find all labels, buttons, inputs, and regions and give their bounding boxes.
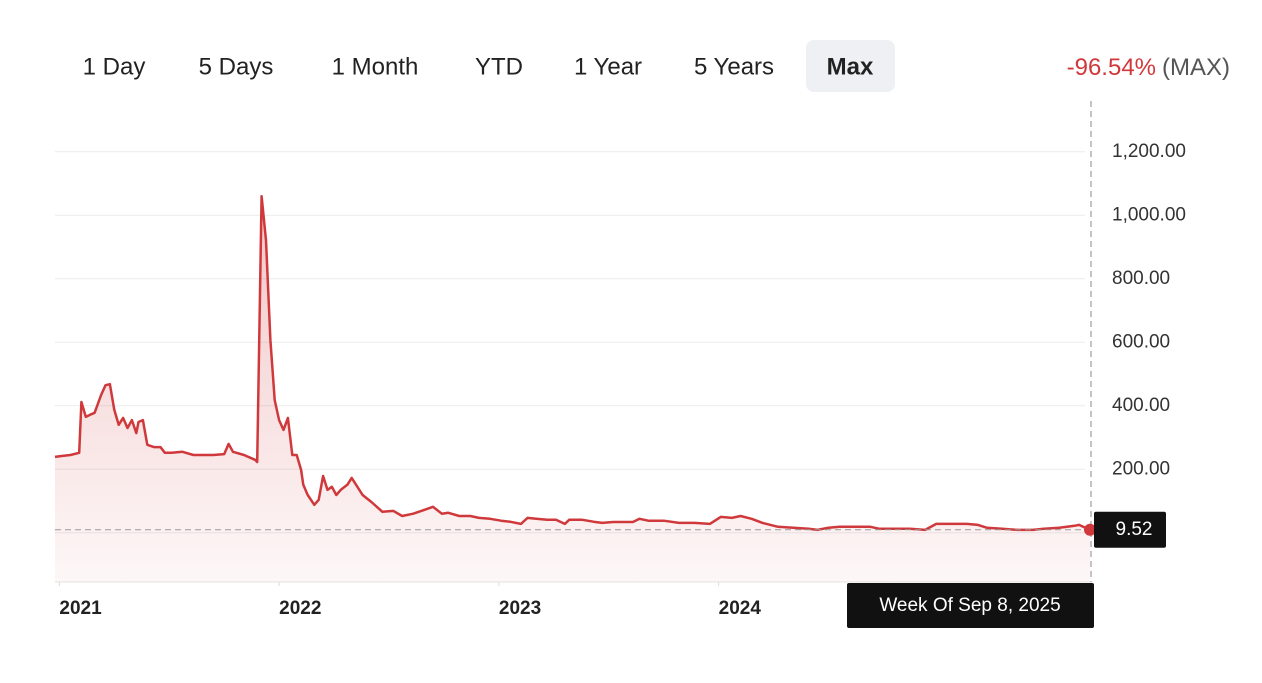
x-tick-label: 2022 [279,598,321,619]
range-button[interactable]: YTD [475,53,523,80]
range-button[interactable]: 1 Year [574,53,642,80]
price-line [54,194,1091,532]
x-tick-label: 2021 [59,598,102,619]
range-button-label: 5 Days [199,53,274,80]
y-tick-label: 1,200.00 [1112,141,1186,162]
range-button-label: YTD [475,53,523,80]
range-button-bg [806,40,895,92]
y-tick-label: 800.00 [1112,268,1170,289]
change-percent: -96.54% [1067,54,1156,81]
value-tag-bg [1094,511,1166,548]
range-button-label: Max [827,53,874,80]
y-tick-label: 1,000.00 [1112,204,1186,225]
y-tick-label: 200.00 [1112,458,1170,479]
range-button-label: 1 Day [83,53,146,80]
last-point [1084,523,1096,536]
hover-label: Week Of Sep 8, 2025 [879,595,1060,616]
change-summary: -96.54% (MAX) [1067,54,1230,81]
hover-label-bg [847,583,1094,628]
range-button[interactable]: 1 Day [83,53,146,80]
value-tag: 9.52 [1116,519,1153,540]
range-button-label: 1 Year [574,53,642,80]
range-button[interactable]: Max [806,40,895,92]
x-tick-label: 2023 [499,598,541,619]
change-period: (MAX) [1162,54,1230,81]
y-tick-label: 600.00 [1112,331,1170,352]
range-button-label: 5 Years [694,53,774,80]
x-tick-label: 2024 [719,598,762,619]
range-button[interactable]: 5 Days [199,53,274,80]
range-button-label: 1 Month [332,53,419,80]
range-button[interactable]: 5 Years [694,53,774,80]
range-button[interactable]: 1 Month [332,53,419,80]
y-tick-label: 400.00 [1112,395,1170,416]
area-fill [55,196,1090,582]
